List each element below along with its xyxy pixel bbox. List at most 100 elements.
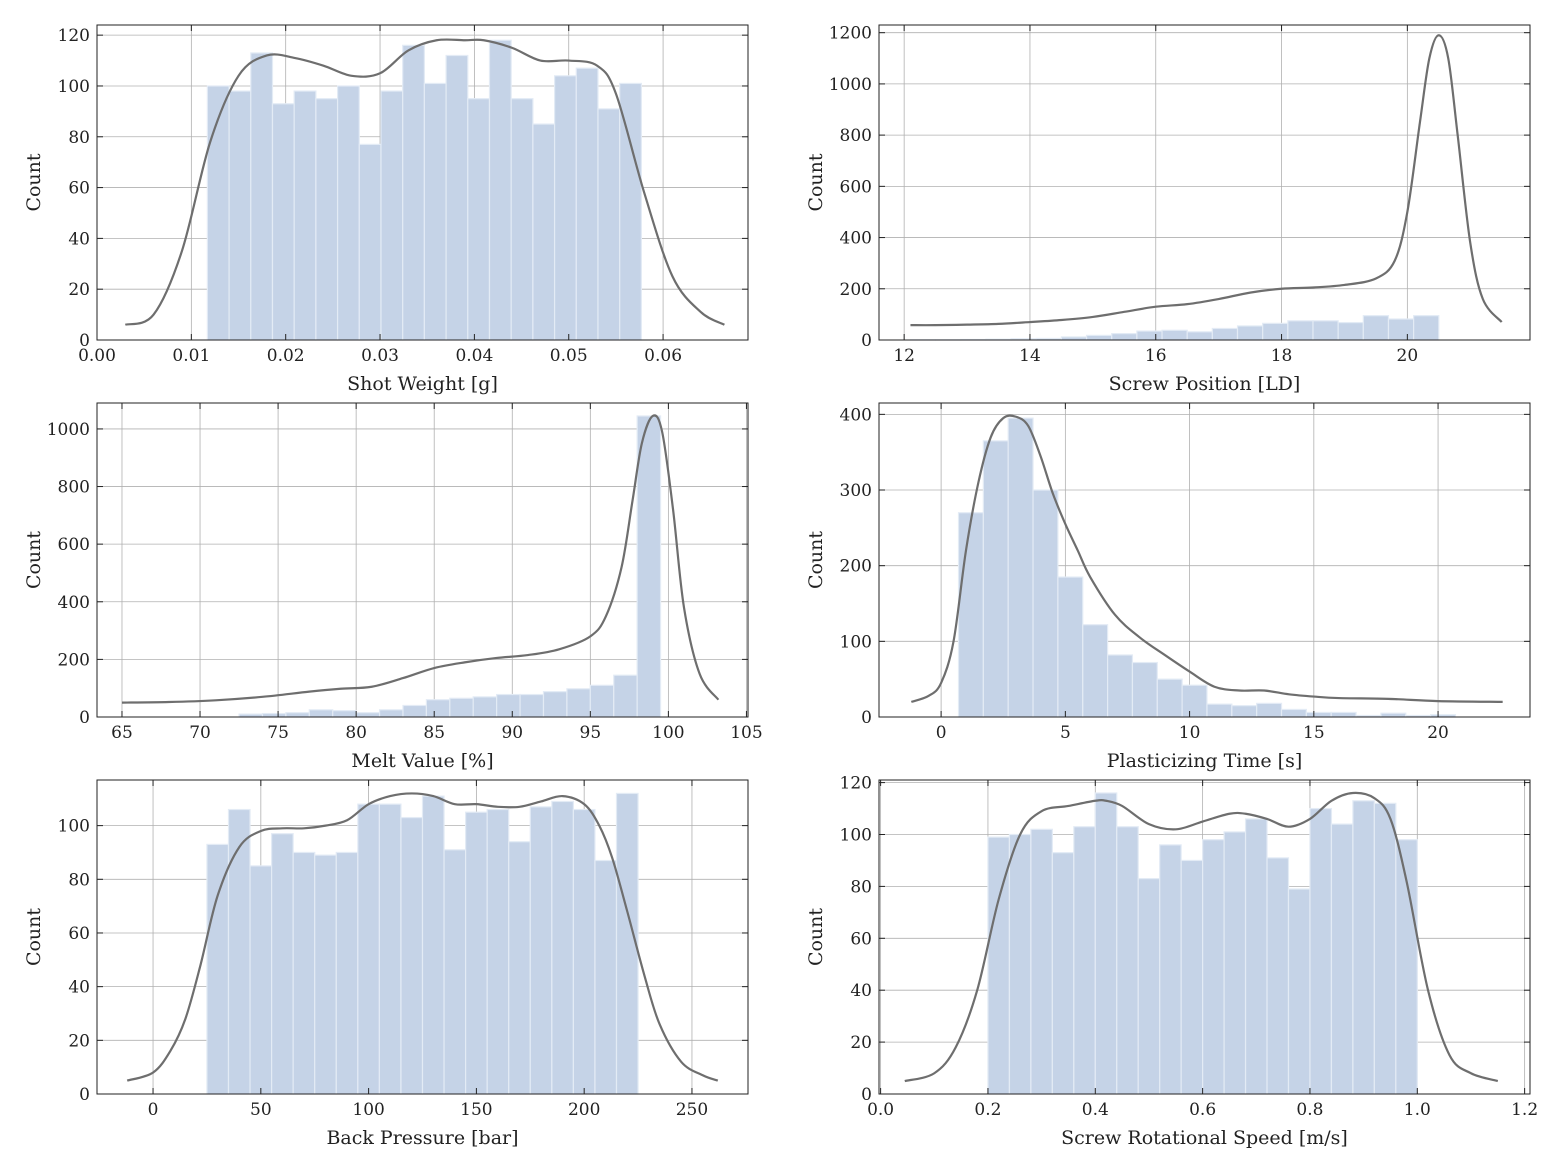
x-axis-label: Shot Weight [g] — [347, 373, 498, 395]
histogram-bar — [314, 854, 337, 1095]
y-tick-label: 0 — [861, 1085, 872, 1105]
histogram-bar — [1032, 489, 1059, 718]
y-tick-label: 0 — [79, 708, 90, 728]
x-tick-label: 0.01 — [172, 346, 210, 366]
x-tick-label: 12 — [893, 346, 915, 366]
y-tick-label: 80 — [850, 877, 872, 897]
y-tick-label: 100 — [840, 825, 872, 845]
y-tick-label: 400 — [58, 593, 90, 613]
histogram-bar — [1373, 802, 1397, 1095]
y-tick-label: 40 — [68, 978, 90, 998]
chart-panel-1: 0.00 0.01 0.02 0.03 0.04 0.05 0.06 0 20 40 60 80 100… — [23, 24, 749, 395]
y-tick-label: 20 — [68, 1031, 90, 1051]
x-tick-label: 1.2 — [1511, 1100, 1538, 1120]
chart-panel-6: 0.0 0.2 0.4 0.6 0.8 1.0 1.2 0 20 40 60 80 100 120 Scre… — [805, 774, 1538, 1149]
x-tick-label: 75 — [267, 723, 289, 743]
x-tick-label: 100 — [352, 1100, 384, 1120]
histogram-bar — [1362, 315, 1390, 341]
histogram-bar — [1180, 859, 1204, 1095]
histogram-bar — [1085, 334, 1113, 341]
y-tick-label: 0 — [861, 331, 872, 351]
x-tick-label: 70 — [189, 723, 211, 743]
x-tick-label: 200 — [568, 1100, 600, 1120]
histogram-bar — [465, 811, 488, 1095]
histogram-bar — [1159, 844, 1182, 1095]
x-tick-label: 0.0 — [867, 1100, 894, 1120]
histogram-bar — [335, 851, 359, 1095]
histogram-bar — [957, 512, 984, 718]
y-tick-label: 0 — [79, 1085, 90, 1105]
histogram-bar — [575, 67, 599, 341]
x-tick-label: 0.2 — [974, 1100, 1001, 1120]
histogram-bar — [421, 795, 445, 1095]
y-tick-label: 120 — [58, 26, 90, 46]
x-tick-label: 0.8 — [1296, 1100, 1323, 1120]
histogram-bar — [1380, 712, 1407, 718]
x-tick-label: 50 — [250, 1100, 272, 1120]
histogram-bar — [293, 90, 317, 341]
y-tick-label: 1000 — [47, 420, 90, 440]
histogram-bar — [336, 85, 360, 341]
y-tick-label: 800 — [840, 126, 872, 146]
y-tick-label: 20 — [850, 1033, 872, 1053]
histogram-bar — [1181, 684, 1208, 718]
plot-frame — [96, 402, 749, 718]
chart-panel-5: 0 50 100 150 200 250 0 20 40 60 80 100 Back Pressure… — [23, 779, 749, 1149]
histogram-bar — [206, 843, 230, 1095]
histogram-bar — [510, 98, 534, 341]
histogram-bar — [358, 143, 382, 341]
x-tick-label: 0.04 — [455, 346, 493, 366]
histogram-bar — [553, 75, 577, 341]
histogram-bar — [1082, 624, 1109, 718]
x-tick-label: 5 — [1060, 723, 1071, 743]
histogram-bar — [1094, 792, 1118, 1095]
histogram-bar — [488, 39, 512, 341]
histogram-bar — [308, 709, 334, 718]
x-tick-label: 15 — [1303, 723, 1325, 743]
histogram-bar — [1007, 417, 1034, 718]
histogram-bar — [1111, 332, 1138, 341]
x-tick-label: 16 — [1145, 346, 1167, 366]
x-tick-label: 65 — [111, 723, 133, 743]
histogram-bar — [227, 808, 251, 1095]
x-tick-label: 0.05 — [550, 346, 588, 366]
y-tick-label: 40 — [850, 981, 872, 1001]
plot-frame — [878, 779, 1531, 1095]
plot-frame — [878, 24, 1531, 341]
y-tick-label: 120 — [840, 774, 872, 794]
y-tick-label: 400 — [840, 229, 872, 249]
x-tick-label: 250 — [676, 1100, 708, 1120]
histogram-bar — [1030, 828, 1053, 1095]
y-tick-label: 20 — [68, 280, 90, 300]
histogram-bar — [508, 841, 531, 1095]
histogram-bar — [1202, 839, 1225, 1095]
histogram-bar — [1266, 857, 1290, 1095]
histogram-bar — [292, 851, 316, 1095]
histogram-bar — [613, 674, 638, 718]
y-axis-label: Count — [23, 908, 45, 966]
x-axis-label: Screw Position [LD] — [1109, 373, 1301, 395]
x-tick-label: 1.0 — [1404, 1100, 1431, 1120]
x-tick-label: 0.4 — [1082, 1100, 1109, 1120]
x-tick-label: 0.00 — [78, 346, 116, 366]
y-tick-label: 600 — [840, 177, 872, 197]
histogram-bar — [425, 699, 451, 718]
histogram-bar — [467, 98, 491, 341]
histogram-bar — [402, 44, 425, 341]
y-tick-label: 200 — [840, 280, 872, 300]
histogram-bar — [1280, 708, 1307, 718]
histogram-bar — [496, 693, 521, 718]
y-tick-label: 400 — [840, 405, 872, 425]
x-tick-label: 105 — [730, 723, 762, 743]
histogram-bar — [1116, 826, 1139, 1095]
kde-curve — [904, 791, 1499, 1083]
y-tick-label: 40 — [68, 229, 90, 249]
y-tick-label: 200 — [840, 557, 872, 577]
histogram-bar — [597, 108, 621, 341]
y-tick-label: 100 — [840, 632, 872, 652]
histogram-bar — [1057, 576, 1084, 718]
y-tick-label: 1000 — [829, 75, 872, 95]
x-tick-label: 85 — [423, 723, 445, 743]
histogram-bar — [529, 806, 553, 1095]
